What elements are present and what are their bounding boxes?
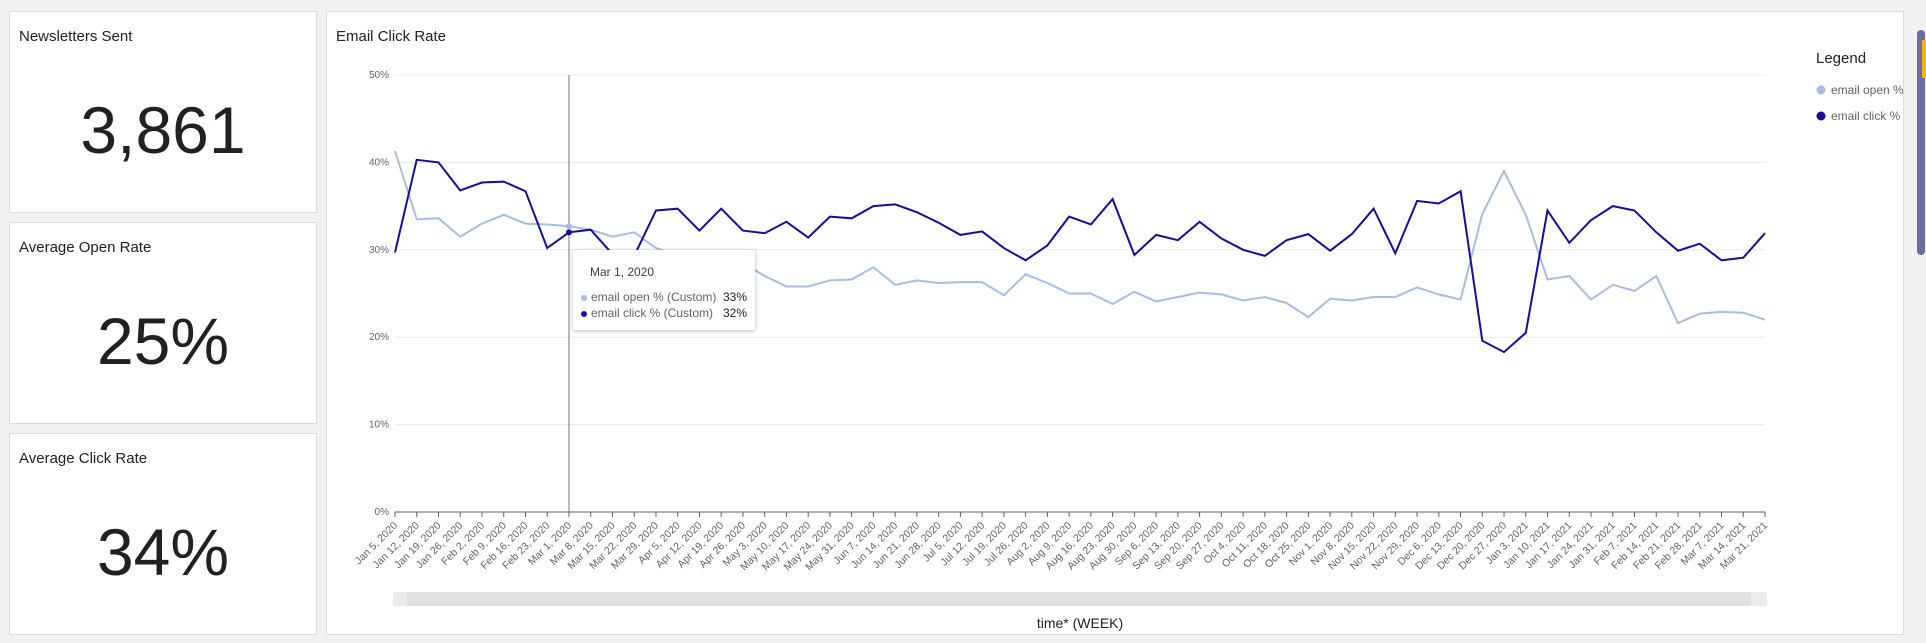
kpi-card-newsletters-sent[interactable]: Newsletters Sent 3,861 <box>9 11 317 213</box>
legend-title: Legend <box>1816 50 1866 67</box>
chart-title: Email Click Rate <box>336 28 447 45</box>
scrollbar-thumb[interactable] <box>1917 30 1925 255</box>
y-tick-label: 10% <box>369 420 389 431</box>
tooltip-dot-open-icon <box>581 295 587 301</box>
y-tick-label: 20% <box>369 332 389 343</box>
legend-dot-icon <box>1816 111 1826 121</box>
kpi-value: 25% <box>96 304 230 378</box>
hover-point-email-open <box>565 223 572 230</box>
kpi-title: Newsletters Sent <box>19 28 133 45</box>
kpi-card-average-open-rate[interactable]: Average Open Rate 25% <box>9 222 317 424</box>
series-line-email-open <box>394 150 1766 325</box>
range-scroller-window <box>407 592 1751 606</box>
tooltip-row-click: email click % (Custom) 32% <box>581 306 751 322</box>
tooltip-row-open: email open % (Custom) 33% <box>581 290 751 306</box>
x-axis-title: time* (WEEK) <box>1037 615 1123 631</box>
tooltip-series-value: 32% <box>723 306 748 320</box>
kpi-value: 34% <box>96 515 230 589</box>
page-scrollbar[interactable] <box>1916 0 1926 643</box>
kpi-card-average-click-rate[interactable]: Average Click Rate 34% <box>9 433 317 635</box>
tooltip-series-value: 33% <box>723 290 748 304</box>
y-tick-label: 50% <box>369 70 389 81</box>
hover-point-email-click <box>565 229 572 236</box>
kpi-title: Average Open Rate <box>19 239 152 256</box>
kpi-title: Average Click Rate <box>19 450 148 467</box>
kpi-value: 3,861 <box>80 93 246 167</box>
y-tick-label: 40% <box>369 157 389 168</box>
chart-tooltip: Mar 1, 2020 email open % (Custom) 33% em… <box>573 250 755 330</box>
tooltip-dot-click-icon <box>581 311 587 317</box>
tooltip-series-name: email click % (Custom) <box>591 306 714 320</box>
chart-card-email-click-rate[interactable]: Email Click Rate 0% 10% 20% 30% 40% 50% Jan 5,… <box>326 11 1904 635</box>
scrollbar-marker <box>1922 40 1926 78</box>
tooltip-series-name: email open % (Custom) <box>591 290 717 304</box>
legend-dot-icon <box>1816 85 1826 95</box>
legend-item-label: email open % <box>1831 83 1904 97</box>
y-tick-label: 30% <box>369 245 389 256</box>
legend-item-label: email click % <box>1831 109 1901 123</box>
tooltip-date: Mar 1, 2020 <box>590 265 655 279</box>
y-tick-label: 0% <box>375 507 390 518</box>
